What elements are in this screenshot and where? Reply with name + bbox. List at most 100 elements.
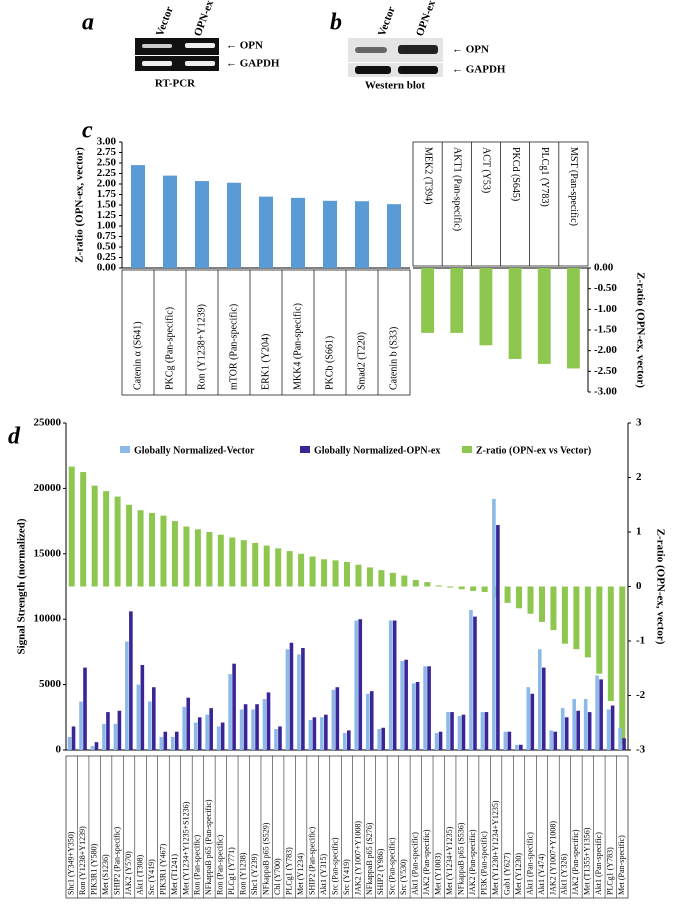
bar bbox=[423, 666, 427, 750]
band-label: ← OPN bbox=[226, 40, 263, 52]
legend-label: Globally Normalized-OPN-ex bbox=[314, 445, 440, 456]
bar bbox=[278, 726, 282, 750]
x-tick-label: Ron (Y1238) bbox=[239, 852, 248, 895]
panel-letter: d bbox=[8, 424, 21, 450]
panel-letter: b bbox=[330, 10, 342, 36]
z-bar bbox=[607, 586, 614, 701]
z-bar bbox=[240, 540, 247, 587]
z-bar bbox=[527, 586, 534, 614]
x-tick-label: PLCg1 (Y783) bbox=[284, 847, 293, 895]
x-tick-label: Akt1 (Pan-specific) bbox=[525, 832, 534, 895]
z-bar bbox=[344, 561, 350, 587]
lane-label: Vector bbox=[376, 5, 398, 38]
y2-tick-label: 0 bbox=[636, 580, 642, 592]
bar bbox=[106, 712, 110, 750]
z-bar bbox=[298, 553, 305, 587]
z-bar bbox=[378, 570, 385, 587]
y2-tick-label: -1 bbox=[636, 635, 645, 647]
x-tick-label: PLCg1 (Y783) bbox=[606, 847, 615, 895]
z-bar bbox=[183, 526, 190, 587]
bar bbox=[130, 165, 146, 268]
z-bar bbox=[481, 586, 488, 592]
bar bbox=[152, 687, 156, 750]
bar bbox=[606, 709, 611, 750]
bar bbox=[251, 709, 255, 750]
bar bbox=[262, 698, 267, 750]
bar bbox=[392, 620, 397, 750]
bar bbox=[553, 731, 558, 750]
z-bar bbox=[217, 534, 224, 587]
bar bbox=[461, 714, 466, 750]
x-tick-label: Met (T1355+Y1356) bbox=[583, 827, 592, 895]
bar bbox=[297, 654, 301, 750]
y-axis-title: Z-ratio (OPN-ex, vector) bbox=[74, 147, 86, 263]
bar bbox=[347, 730, 351, 750]
z-bar bbox=[550, 586, 557, 631]
y2-tick-label: 1 bbox=[636, 526, 642, 538]
bar bbox=[324, 714, 328, 750]
bar bbox=[434, 732, 439, 750]
bar bbox=[560, 708, 565, 750]
z-bar bbox=[149, 512, 156, 587]
x-tick-label: NFkappaB p65 (S536) bbox=[457, 822, 466, 895]
x-tick-label: Akt1 (Y315) bbox=[319, 854, 328, 895]
legend-swatch bbox=[300, 446, 310, 453]
z-bar bbox=[114, 496, 121, 587]
bar bbox=[404, 659, 408, 750]
x-tick-label: JAK2 (Pan-specific) bbox=[571, 829, 580, 895]
bar bbox=[537, 649, 542, 750]
x-tick-label: NFkappaB p65 (S529) bbox=[262, 822, 271, 895]
bar bbox=[479, 268, 493, 346]
bar bbox=[480, 712, 485, 750]
bar bbox=[492, 498, 496, 750]
y-tick-label: 25000 bbox=[34, 417, 62, 429]
z-bar bbox=[137, 510, 144, 587]
bar bbox=[484, 712, 489, 750]
y-tick-label: 2.50 bbox=[97, 157, 117, 169]
x-tick-label: Catenin α (S641) bbox=[132, 321, 143, 390]
bar bbox=[79, 701, 83, 750]
bar bbox=[507, 731, 512, 750]
bar bbox=[226, 182, 242, 268]
bar bbox=[174, 731, 179, 750]
bar bbox=[205, 714, 209, 750]
bar bbox=[343, 732, 347, 750]
y-tick-label: 1.00 bbox=[97, 220, 117, 232]
bar bbox=[610, 705, 615, 750]
bar bbox=[411, 683, 416, 750]
bar bbox=[113, 723, 118, 750]
bar bbox=[220, 722, 225, 750]
x-tick-label: PI3K (Pan-specific) bbox=[479, 831, 488, 895]
bar bbox=[239, 709, 244, 750]
bar bbox=[450, 712, 454, 750]
bar bbox=[90, 746, 95, 750]
blot-band bbox=[355, 47, 387, 53]
bar bbox=[117, 710, 122, 750]
bar bbox=[140, 664, 145, 750]
z-bar bbox=[458, 586, 465, 590]
z-bar bbox=[332, 560, 339, 587]
x-tick-label: Akt1 (Pan-specific) bbox=[594, 832, 603, 895]
y-tick-label: 15000 bbox=[34, 547, 62, 559]
caption: Western blot bbox=[365, 80, 426, 92]
y-tick-label: 0.00 bbox=[594, 262, 614, 274]
bar bbox=[415, 681, 420, 750]
bar bbox=[358, 619, 363, 750]
bar bbox=[162, 175, 178, 268]
y-tick-label: 20000 bbox=[34, 482, 62, 494]
x-tick-label: ERK1 (Y204) bbox=[260, 334, 271, 390]
z-bar bbox=[504, 586, 511, 603]
bar bbox=[290, 197, 306, 268]
x-tick-label: Smad2 (T220) bbox=[356, 332, 367, 390]
y-tick-label: 0 bbox=[56, 744, 62, 756]
bar bbox=[457, 715, 462, 750]
bar bbox=[469, 610, 473, 750]
z-bar bbox=[68, 466, 75, 587]
bar bbox=[170, 736, 175, 750]
x-tick-label: Ron (Pan-specific) bbox=[193, 834, 202, 895]
gel-band bbox=[142, 61, 172, 66]
bar bbox=[526, 687, 531, 750]
bar bbox=[388, 620, 393, 750]
legend-label: Z-ratio (OPN-ex vs Vector) bbox=[476, 445, 591, 456]
gel-band bbox=[142, 44, 172, 48]
